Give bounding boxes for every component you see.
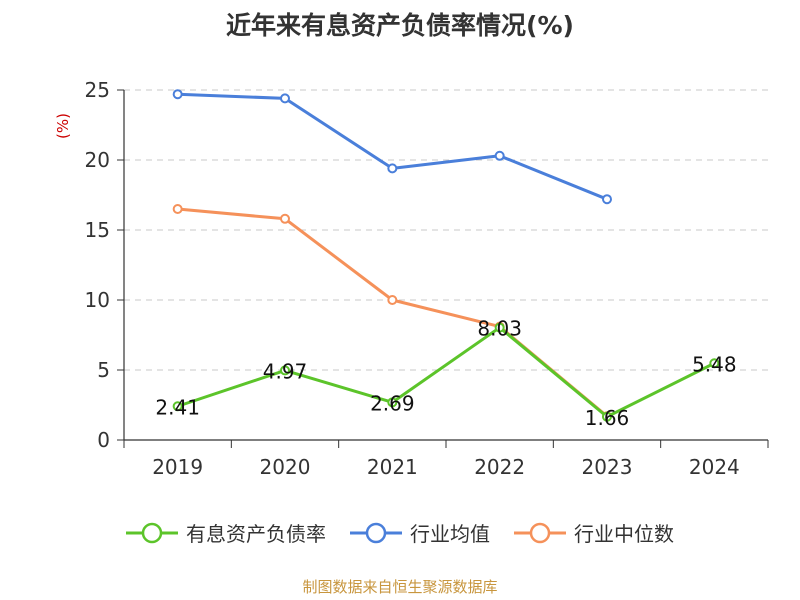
legend-marker-icon	[126, 522, 178, 543]
legend-label: 行业中位数	[574, 522, 674, 546]
y-tick-label: 5	[97, 358, 110, 382]
legend-marker-icon	[514, 522, 566, 543]
y-tick-label: 15	[85, 218, 110, 242]
data-label: 4.97	[263, 359, 308, 383]
source-note: 制图数据来自恒生聚源数据库	[302, 578, 498, 596]
data-point	[602, 411, 612, 422]
x-tick-label: 2019	[152, 455, 203, 479]
x-tick-label: 2021	[367, 455, 418, 479]
grid-lines	[124, 89, 768, 371]
data-point	[602, 194, 612, 205]
axes: 0 5 10 15 20 25 2019 2020 2021 2022 2023 2024	[85, 78, 769, 479]
data-label: 1.66	[585, 406, 630, 430]
data-label: 2.41	[155, 395, 200, 419]
y-tick-label: 20	[85, 148, 110, 172]
data-point	[387, 397, 398, 408]
legend-item[interactable]: 行业中位数	[514, 518, 674, 547]
data-point	[280, 213, 290, 224]
y-tick-label: 25	[85, 78, 110, 102]
data-point	[387, 163, 398, 174]
legend-label: 有息资产负债率	[186, 522, 326, 546]
data-point	[172, 401, 183, 412]
data-labels: 2.41 4.97 2.69 8.03 1.66 5.48	[155, 317, 736, 430]
data-label: 8.03	[477, 317, 522, 341]
y-tick-label: 10	[85, 288, 110, 312]
data-point	[494, 322, 505, 333]
data-point	[172, 89, 183, 100]
x-tick-label: 2022	[474, 455, 525, 479]
chart-title: 近年来有息资产负债率情况(%)	[226, 11, 574, 40]
y-tick-label: 0	[97, 428, 110, 452]
legend-item[interactable]: 行业均值	[350, 518, 490, 547]
series-line	[177, 92, 608, 201]
series-lines	[172, 89, 720, 422]
x-tick-label: 2023	[582, 455, 633, 479]
legend-item[interactable]: 有息资产负债率	[126, 518, 326, 547]
legend: 有息资产负债率 行业均值 行业中位数	[0, 518, 800, 547]
y-axis-unit-label: (%)	[54, 113, 72, 139]
legend-label: 行业均值	[410, 522, 490, 546]
data-point	[387, 295, 398, 305]
data-point	[280, 365, 290, 376]
data-label: 5.48	[692, 352, 737, 376]
legend-marker-icon	[350, 522, 402, 543]
data-point	[494, 150, 505, 161]
data-point	[172, 204, 183, 214]
data-point	[709, 358, 720, 369]
series-line	[177, 326, 716, 419]
x-tick-label: 2024	[689, 455, 740, 479]
data-label: 2.69	[370, 391, 415, 415]
x-tick-label: 2020	[260, 455, 311, 479]
data-point	[280, 93, 290, 104]
